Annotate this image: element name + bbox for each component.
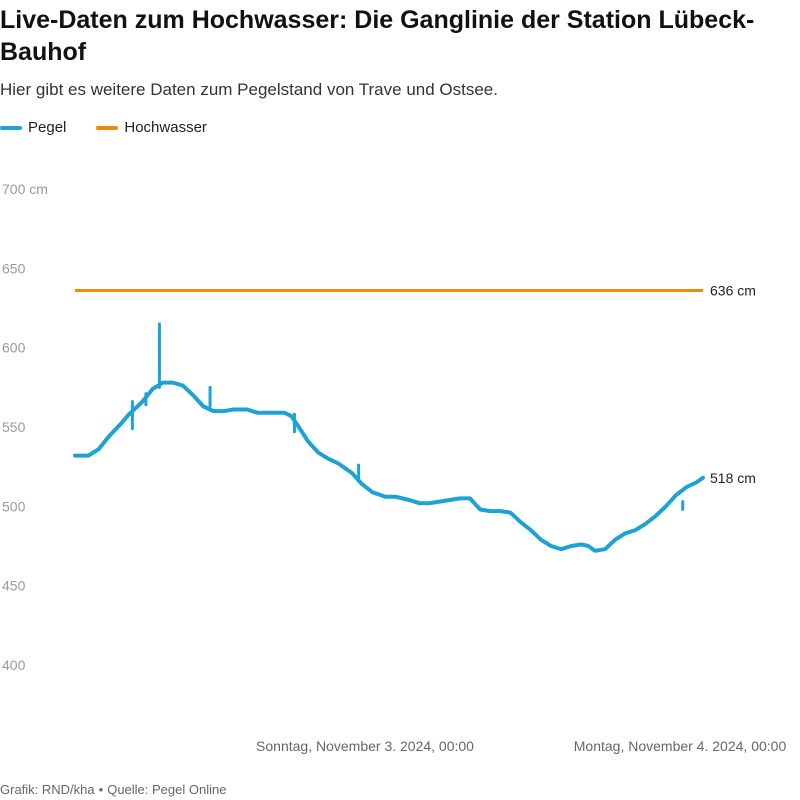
series-line-pegel [73,380,705,553]
legend-swatch-pegel [0,125,22,130]
x-tick-label: Montag, November 4. 2024, 00:00 [574,738,787,754]
y-tick-label: 650 [2,260,26,276]
y-tick-label: 700 cm [2,181,48,197]
footer-source: Quelle: Pegel Online [107,782,227,797]
end-label-pegel: 518 cm [710,470,756,486]
legend-item-pegel[interactable]: Pegel [0,119,66,136]
y-tick-label: 450 [2,578,26,594]
footer-credit: Grafik: RND/kha [0,782,95,797]
legend-label-pegel: Pegel [28,119,67,136]
y-tick-label: 550 [2,419,26,435]
y-tick-label: 400 [2,657,26,673]
line-chart: 700 cm 650 600 550 500 450 400 Sonntag, Novembe… [2,181,787,754]
footer: Grafik: RND/kha • Quelle: Pegel Online [0,782,226,797]
chart-title: Live-Daten zum Hochwasser: Die Ganglinie… [0,6,755,66]
y-tick-label: 500 [2,498,26,514]
legend-label-hochwasser: Hochwasser [124,119,207,136]
legend: Pegel Hochwasser [0,119,237,136]
x-tick-label: Sonntag, November 3. 2024, 00:00 [256,738,474,754]
y-tick-label: 600 [2,340,26,356]
legend-swatch-hochwasser [96,125,119,130]
chart-subtitle: Hier gibt es weitere Daten zum Pegelstan… [0,80,498,99]
legend-item-hochwasser[interactable]: Hochwasser [96,119,207,136]
footer-separator: • [98,782,104,797]
end-label-hochwasser: 636 cm [710,283,756,299]
